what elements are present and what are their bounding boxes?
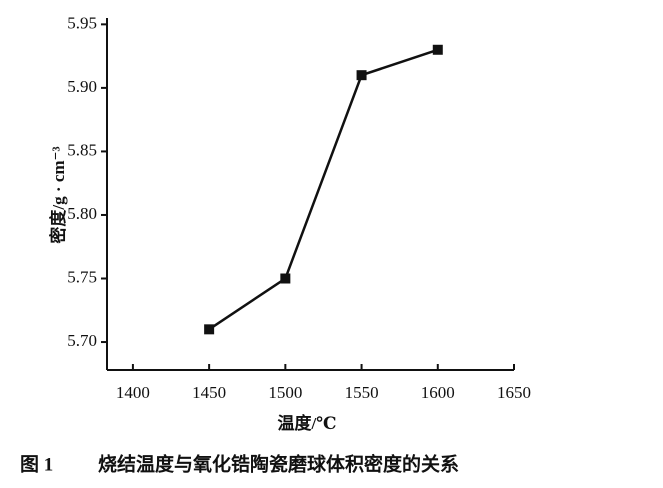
y-tick-label: 5.70 <box>67 331 97 350</box>
marker <box>432 44 443 55</box>
y-tick-label: 5.85 <box>67 140 97 159</box>
y-tick-label: 5.90 <box>67 77 97 96</box>
x-tick-label: 1450 <box>192 383 226 402</box>
caption-label: 图 1 <box>20 453 53 475</box>
marker <box>280 273 291 284</box>
marker <box>204 324 215 335</box>
x-tick-label: 1650 <box>497 383 531 402</box>
caption: 烧结温度与氧化锆陶瓷磨球体积密度的关系 <box>98 452 459 475</box>
y-tick-label: 5.80 <box>67 204 97 223</box>
x-tick-label: 1500 <box>268 383 302 402</box>
x-tick-label: 1550 <box>345 383 379 402</box>
y-tick-label: 5.75 <box>67 267 97 286</box>
x-tick-label: 1400 <box>116 383 150 402</box>
y-tick-label: 5.95 <box>67 13 97 32</box>
x-axis-title: 温度/℃ <box>277 413 336 433</box>
line <box>208 48 439 331</box>
x-tick-label: 1600 <box>421 383 455 402</box>
y-axis-title: 密度/g · cm⁻³ <box>48 146 68 243</box>
marker <box>356 70 367 81</box>
